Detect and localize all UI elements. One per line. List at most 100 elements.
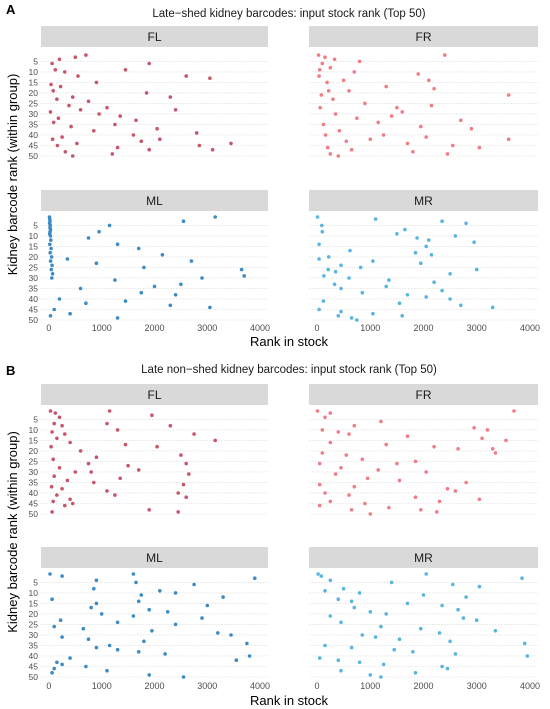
y-tick-label: 20 xyxy=(29,88,39,98)
data-point xyxy=(387,278,391,282)
data-point xyxy=(421,593,426,597)
data-point xyxy=(349,508,354,512)
data-point xyxy=(57,415,62,420)
data-point xyxy=(168,303,173,308)
data-point xyxy=(229,633,233,637)
data-point xyxy=(349,147,354,152)
data-point xyxy=(424,135,429,139)
data-point xyxy=(363,501,367,506)
data-point xyxy=(429,253,434,257)
panel-label: A xyxy=(6,2,16,17)
data-point xyxy=(400,110,405,114)
y-tick-label: 40 xyxy=(29,294,39,304)
data-point xyxy=(445,487,450,491)
data-point xyxy=(68,440,72,445)
data-point xyxy=(50,597,54,601)
data-point xyxy=(453,652,458,656)
data-point xyxy=(184,74,188,78)
data-point xyxy=(352,423,357,428)
data-point xyxy=(52,666,56,671)
x-tick-label: 3000 xyxy=(467,323,487,333)
data-point xyxy=(337,129,342,133)
data-point xyxy=(147,61,151,66)
data-point xyxy=(221,595,225,599)
data-point xyxy=(52,307,56,312)
y-tick-label: 25 xyxy=(29,262,39,272)
data-point xyxy=(76,74,80,78)
data-point xyxy=(349,316,354,320)
data-point xyxy=(113,493,117,497)
data-point xyxy=(316,572,320,576)
facet-label: MR xyxy=(414,194,433,208)
data-point xyxy=(58,618,63,622)
data-point xyxy=(520,576,524,580)
data-point xyxy=(485,428,490,432)
data-point xyxy=(323,643,327,648)
data-point xyxy=(60,574,64,578)
data-point xyxy=(242,274,246,278)
data-point xyxy=(349,645,354,650)
data-point xyxy=(86,461,91,466)
data-point xyxy=(328,152,333,156)
data-point xyxy=(373,217,378,221)
data-point xyxy=(427,238,431,242)
facet-label: FL xyxy=(147,30,161,44)
data-point xyxy=(136,246,141,251)
chart-title: Late−shed kidney barcodes: input stock r… xyxy=(152,8,425,20)
data-point xyxy=(365,476,370,481)
data-point xyxy=(368,673,373,677)
data-point xyxy=(339,466,343,470)
data-point xyxy=(48,572,52,576)
data-point xyxy=(208,305,212,310)
data-point xyxy=(168,95,173,99)
data-point xyxy=(51,89,55,93)
y-tick-label: 50 xyxy=(29,509,39,519)
data-point xyxy=(173,293,178,297)
x-tick-label: 2000 xyxy=(144,323,164,333)
y-tick-label: 50 xyxy=(29,315,39,325)
data-point xyxy=(176,491,180,495)
data-point xyxy=(317,656,322,660)
y-tick-label: 10 xyxy=(29,588,39,598)
data-point xyxy=(48,259,53,263)
data-point xyxy=(525,654,530,658)
data-point xyxy=(123,299,128,303)
y-tick-label: 20 xyxy=(29,609,39,619)
x-tick-label: 0 xyxy=(46,681,51,691)
data-point xyxy=(86,637,91,641)
data-point xyxy=(89,605,93,610)
data-point xyxy=(443,53,447,57)
data-point xyxy=(419,626,423,631)
data-point xyxy=(49,246,53,251)
data-point xyxy=(57,466,62,470)
data-point xyxy=(325,80,329,85)
y-tick-label: 45 xyxy=(29,304,39,314)
panel-label: B xyxy=(6,363,15,378)
data-point xyxy=(136,599,141,604)
data-point xyxy=(368,610,373,614)
y-tick-label: 20 xyxy=(29,446,39,456)
data-point xyxy=(384,442,389,447)
x-tick-label: 4000 xyxy=(520,681,540,691)
facet-label: ML xyxy=(146,194,163,208)
x-tick-label: 4000 xyxy=(520,323,540,333)
data-point xyxy=(52,474,56,479)
data-point xyxy=(115,316,120,320)
facet-strip xyxy=(41,547,268,568)
data-point xyxy=(50,137,55,141)
data-point xyxy=(419,124,423,129)
data-point xyxy=(115,647,120,652)
y-tick-label: 15 xyxy=(29,77,39,87)
y-tick-label: 35 xyxy=(29,477,39,487)
data-point xyxy=(397,637,402,641)
y-tick-label: 5 xyxy=(33,220,38,230)
data-point xyxy=(181,219,186,223)
y-tick-label: 5 xyxy=(33,56,38,66)
data-point xyxy=(53,68,58,72)
data-point xyxy=(453,234,458,238)
data-point xyxy=(152,284,157,289)
data-point xyxy=(397,478,402,483)
data-point xyxy=(347,276,351,280)
y-tick-label: 15 xyxy=(29,435,39,445)
